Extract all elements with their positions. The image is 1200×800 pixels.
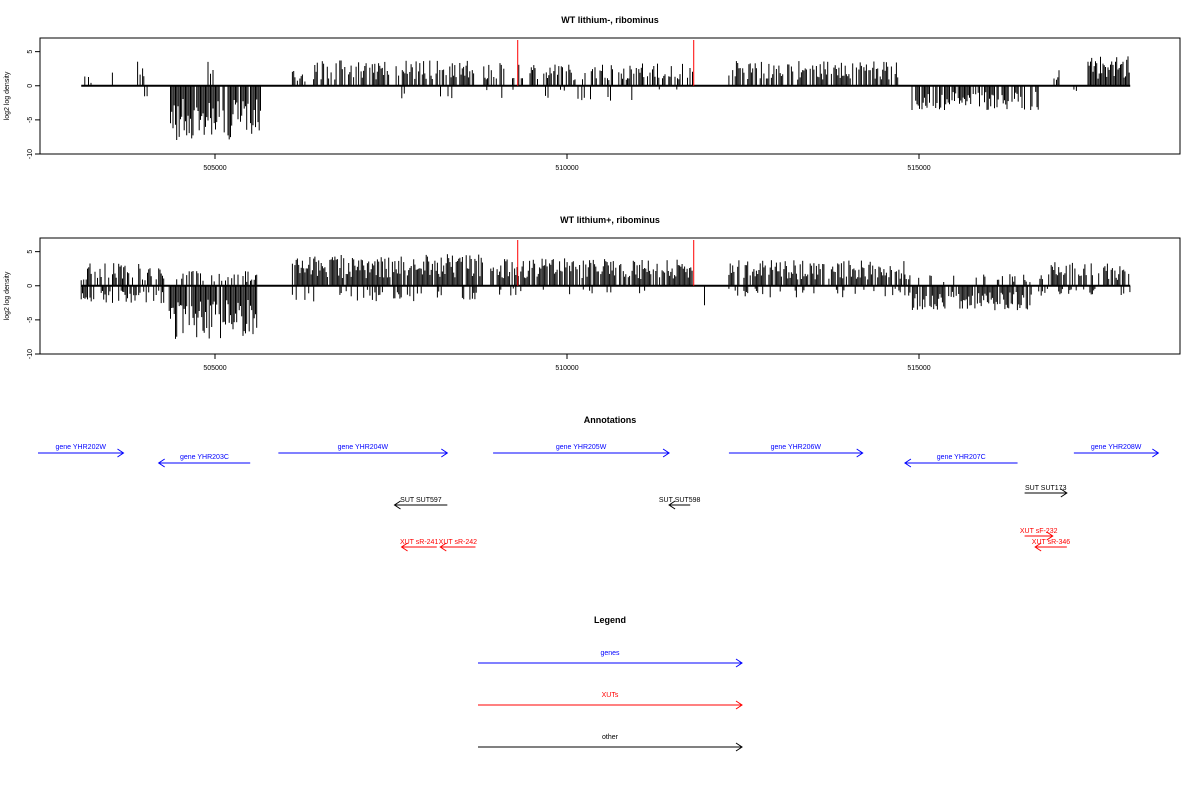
y-tick-label: -5 bbox=[27, 317, 34, 323]
x-tick-label: 515000 bbox=[907, 365, 930, 372]
arrow-label: gene YHR206W bbox=[771, 444, 822, 451]
xut-arrow: XUT sF-232 bbox=[1020, 528, 1058, 541]
gene-arrow: gene YHR206W bbox=[728, 444, 864, 458]
arrow-label: gene YHR205W bbox=[556, 444, 607, 451]
arrow-head bbox=[735, 700, 743, 710]
arrow-head bbox=[393, 500, 401, 510]
y-axis-label: log2 log density bbox=[4, 271, 11, 320]
plot-frame bbox=[39, 237, 1181, 355]
arrow-head bbox=[856, 448, 864, 458]
x-tick-label: 515000 bbox=[907, 165, 930, 172]
arrow-label: XUTs bbox=[602, 692, 619, 699]
xut-arrow: XUT sR-346 bbox=[1032, 539, 1070, 552]
arrow-label: genes bbox=[600, 650, 620, 657]
arrow-label: XUT sR-346 bbox=[1032, 539, 1070, 546]
bars-group bbox=[80, 254, 1131, 339]
arrow-head bbox=[439, 542, 447, 552]
arrow-label: gene YHR203C bbox=[180, 454, 229, 461]
legend-item-other: other bbox=[478, 734, 743, 752]
sut-arrow: SUT SUT598 bbox=[659, 497, 701, 510]
arrow-label: gene YHR204W bbox=[338, 444, 389, 451]
sut-arrow: SUT SUT597 bbox=[393, 497, 448, 510]
y-tick-label: 0 bbox=[27, 284, 34, 288]
arrow-head bbox=[441, 448, 449, 458]
plot-frame bbox=[39, 37, 1181, 155]
x-tick-label: 510000 bbox=[555, 165, 578, 172]
y-tick-label: 0 bbox=[27, 84, 34, 88]
arrow-head bbox=[400, 542, 408, 552]
arrow-head bbox=[1060, 488, 1068, 498]
arrow-label: other bbox=[602, 734, 619, 741]
coverage-panel-1: WT lithium-, ribominus -10 -5 0 5 log2 log de… bbox=[4, 15, 1181, 172]
arrow-head bbox=[662, 448, 670, 458]
coverage-panel-2: WT lithium+, ribominus -10 -5 0 5 log2 log de… bbox=[4, 215, 1181, 372]
annotations-title: Annotations bbox=[584, 415, 637, 425]
gene-arrow: gene YHR208W bbox=[1073, 444, 1160, 458]
arrow-head bbox=[1152, 448, 1160, 458]
x-tick-label: 510000 bbox=[555, 365, 578, 372]
arrow-head bbox=[735, 658, 743, 668]
arrow-label: XUT sR-242 bbox=[439, 539, 477, 546]
arrow-head bbox=[117, 448, 125, 458]
annotations-panel: Annotations gene YHR202W gene YHR203C gene … bbox=[38, 415, 1160, 552]
gene-arrow: gene YHR207C bbox=[904, 454, 1018, 468]
x-tick-label: 505000 bbox=[203, 365, 226, 372]
gene-arrow: gene YHR204W bbox=[278, 444, 449, 458]
arrow-head bbox=[904, 458, 912, 468]
legend: Legend genes XUTs other bbox=[478, 615, 743, 752]
y-axis-label: log2 log density bbox=[4, 71, 11, 120]
panel-title: WT lithium+, ribominus bbox=[560, 215, 660, 225]
legend-title: Legend bbox=[594, 615, 626, 625]
arrow-label: gene YHR207C bbox=[937, 454, 986, 461]
y-tick-label: -5 bbox=[27, 117, 34, 123]
y-tick-label: 5 bbox=[27, 50, 34, 54]
gene-arrow: gene YHR202W bbox=[38, 444, 125, 458]
arrow-label: SUT SUT598 bbox=[659, 497, 701, 504]
arrow-label: SUT SUT173 bbox=[1025, 485, 1067, 492]
xut-arrow: XUT sR-242 bbox=[439, 539, 477, 552]
gene-arrow: gene YHR203C bbox=[157, 454, 251, 468]
arrow-label: gene YHR208W bbox=[1091, 444, 1142, 451]
arrow-label: SUT SUT597 bbox=[400, 497, 442, 504]
arrow-head bbox=[668, 500, 676, 510]
legend-item-xuts: XUTs bbox=[478, 692, 743, 710]
xut-arrow: XUT sR-241 bbox=[400, 539, 438, 552]
arrow-head bbox=[1034, 542, 1042, 552]
arrow-label: XUT sF-232 bbox=[1020, 528, 1058, 535]
arrow-head bbox=[157, 458, 165, 468]
y-tick-label: -10 bbox=[27, 349, 34, 359]
sut-arrow: SUT SUT173 bbox=[1024, 485, 1068, 498]
gene-arrow: gene YHR205W bbox=[493, 444, 670, 458]
arrow-label: XUT sR-241 bbox=[400, 539, 438, 546]
arrow-label: gene YHR202W bbox=[56, 444, 107, 451]
arrow-head bbox=[735, 742, 743, 752]
y-tick-label: 5 bbox=[27, 250, 34, 254]
legend-item-genes: genes bbox=[478, 650, 743, 668]
panel-title: WT lithium-, ribominus bbox=[561, 15, 659, 25]
bars-group bbox=[84, 56, 1130, 140]
arrow-head bbox=[1046, 531, 1054, 541]
y-tick-label: -10 bbox=[27, 149, 34, 159]
x-tick-label: 505000 bbox=[203, 165, 226, 172]
